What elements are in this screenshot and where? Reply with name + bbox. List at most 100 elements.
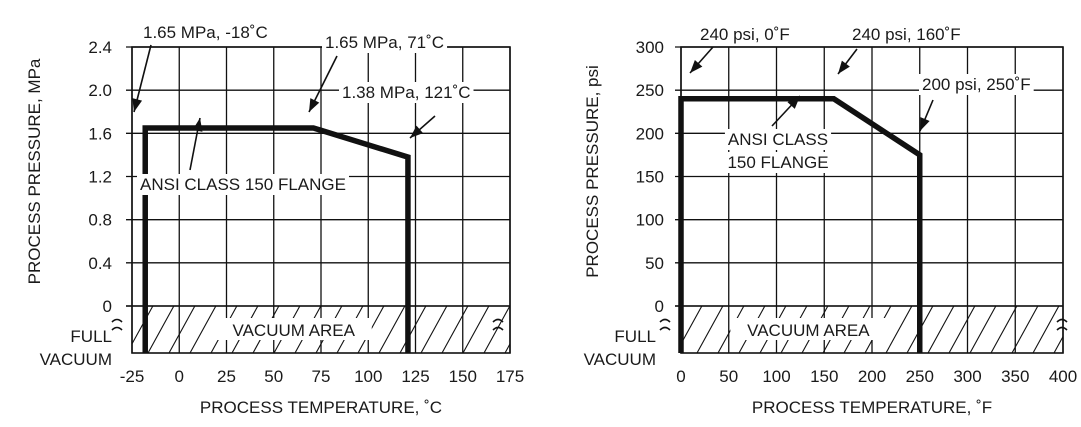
hatch-line	[1032, 306, 1060, 353]
x-tick-label-4: 75	[312, 367, 331, 386]
y-tick-label-0: 0	[103, 297, 112, 316]
x-tick-label-3: 150	[810, 367, 838, 386]
full-label: FULL	[70, 327, 112, 346]
y-axis-title: PROCESS PRESSURE, MPa	[25, 58, 44, 284]
x-tick-label-1: 50	[719, 367, 738, 386]
axis-break-mark-1	[1056, 318, 1068, 331]
axis-break-mark-1	[492, 318, 504, 331]
axis-break-mark-0	[659, 318, 671, 331]
annotation-2: 200 psi, 250˚F	[922, 75, 1031, 94]
hatch-line	[504, 342, 510, 353]
hatch-line	[885, 306, 913, 353]
hatch-line	[132, 306, 154, 346]
x-tick-label-0: -25	[120, 367, 145, 386]
axis-break-mark-0	[111, 318, 123, 331]
x-tick-label-7: 150	[449, 367, 477, 386]
annotation-arrow-2	[919, 99, 934, 132]
annotation-arrow-3	[771, 95, 801, 127]
annotation-bg-4	[724, 152, 832, 173]
y-axis-title: PROCESS PRESSURE, psi	[583, 65, 602, 278]
rating-curve-0	[142, 125, 411, 353]
x-tick-label-8: 175	[496, 367, 524, 386]
annotation-bg-2	[339, 82, 474, 103]
plot-frame	[131, 46, 511, 354]
x-tick-label-8: 400	[1049, 367, 1077, 386]
y-tick-label-4: 1.6	[88, 124, 112, 143]
annotation-arrow-2-head	[410, 125, 424, 138]
y-tick-label-1: 50	[645, 254, 664, 273]
annotation-arrow-3-head	[787, 96, 800, 109]
x-tick-label-4: 200	[858, 367, 886, 386]
annotation-1: 240 psi, 160˚F	[852, 25, 961, 44]
flange-label-3: ANSI CLASS	[728, 130, 828, 149]
y-tick-label-4: 200	[636, 124, 664, 143]
y-tick-label-0: 0	[655, 297, 664, 316]
x-axis-title: PROCESS TEMPERATURE, ˚F	[752, 398, 992, 417]
annotation-arrow-2	[409, 115, 436, 139]
hatch-line	[696, 306, 724, 353]
y-tick-label-1: 0.4	[88, 254, 112, 273]
annotation-bg-3	[137, 174, 349, 195]
x-tick-label-7: 350	[1001, 367, 1029, 386]
hatch-line	[189, 306, 217, 353]
hatch-line	[990, 306, 1018, 353]
annotation-2: 1.38 MPa, 121˚C	[342, 83, 471, 102]
x-tick-label-5: 100	[354, 367, 382, 386]
x-tick-label-6: 125	[401, 367, 429, 386]
annotation-arrow-1-head	[838, 60, 850, 74]
y-tick-label-6: 300	[636, 38, 664, 57]
annotation-arrow-0-head	[690, 59, 703, 73]
y-tick-label-6: 2.4	[88, 38, 112, 57]
vacuum-area-label: VACUUM AREA	[233, 321, 356, 340]
annotation-bg-2	[919, 74, 1034, 95]
annotation-bg-0	[697, 24, 793, 45]
hatch-line	[462, 306, 490, 353]
x-tick-label-6: 300	[953, 367, 981, 386]
x-axis-title: PROCESS TEMPERATURE, ˚C	[200, 398, 442, 417]
hatch-line	[378, 306, 406, 353]
x-tick-label-0: 0	[676, 367, 685, 386]
annotation-arrow-0	[689, 46, 714, 74]
vacuum-label: VACUUM	[40, 350, 112, 369]
y-tick-label-5: 2.0	[88, 81, 112, 100]
hatch-line	[526, 306, 552, 353]
annotation-arrow-2-head	[920, 117, 930, 131]
annotation-arrow-3	[189, 117, 203, 171]
vacuum-label-bg	[730, 318, 887, 340]
annotation-bg-3	[724, 129, 832, 150]
annotation-arrow-0-head	[132, 98, 143, 112]
hatch-line	[147, 306, 175, 353]
y-tick-label-5: 250	[636, 81, 664, 100]
annotation-arrow-0	[132, 44, 152, 113]
hatch-line	[969, 306, 997, 353]
hatch-line	[441, 306, 469, 353]
hatch-line	[547, 306, 573, 353]
hatch-line	[948, 306, 976, 353]
annotation-arrow-1	[308, 55, 338, 113]
annotation-0: 1.65 MPa, -18˚C	[143, 23, 268, 42]
hatch-line	[681, 306, 703, 346]
y-tick-label-3: 150	[636, 168, 664, 187]
x-tick-label-2: 25	[217, 367, 236, 386]
vacuum-band: VACUUM AREA	[111, 46, 573, 354]
annotation-arrow-3-head	[192, 118, 203, 132]
x-tick-label-2: 100	[762, 367, 790, 386]
flange-label-3: ANSI CLASS 150 FLANGE	[140, 175, 346, 194]
rating-curve-0	[678, 96, 923, 353]
annotation-0: 240 psi, 0˚F	[700, 25, 790, 44]
y-tick-label-3: 1.2	[88, 168, 112, 187]
hatch-line	[483, 306, 510, 353]
chart-celsius: VACUUM AREA 0 0.4 0.8 1.2 1.6 2.0 2.4 -25 0 25 50 75…	[25, 22, 573, 417]
annotation-arrow-1	[837, 48, 858, 75]
annotation-bg-0	[140, 22, 271, 43]
hatch-line	[168, 306, 196, 353]
hatch-line	[420, 306, 448, 353]
x-tick-label-5: 250	[906, 367, 934, 386]
x-tick-label-3: 50	[264, 367, 283, 386]
y-tick-label-2: 0.8	[88, 211, 112, 230]
full-label: FULL	[614, 327, 656, 346]
y-tick-label-2: 100	[636, 211, 664, 230]
hatch-line	[927, 306, 955, 353]
hatch-line	[1053, 335, 1063, 353]
